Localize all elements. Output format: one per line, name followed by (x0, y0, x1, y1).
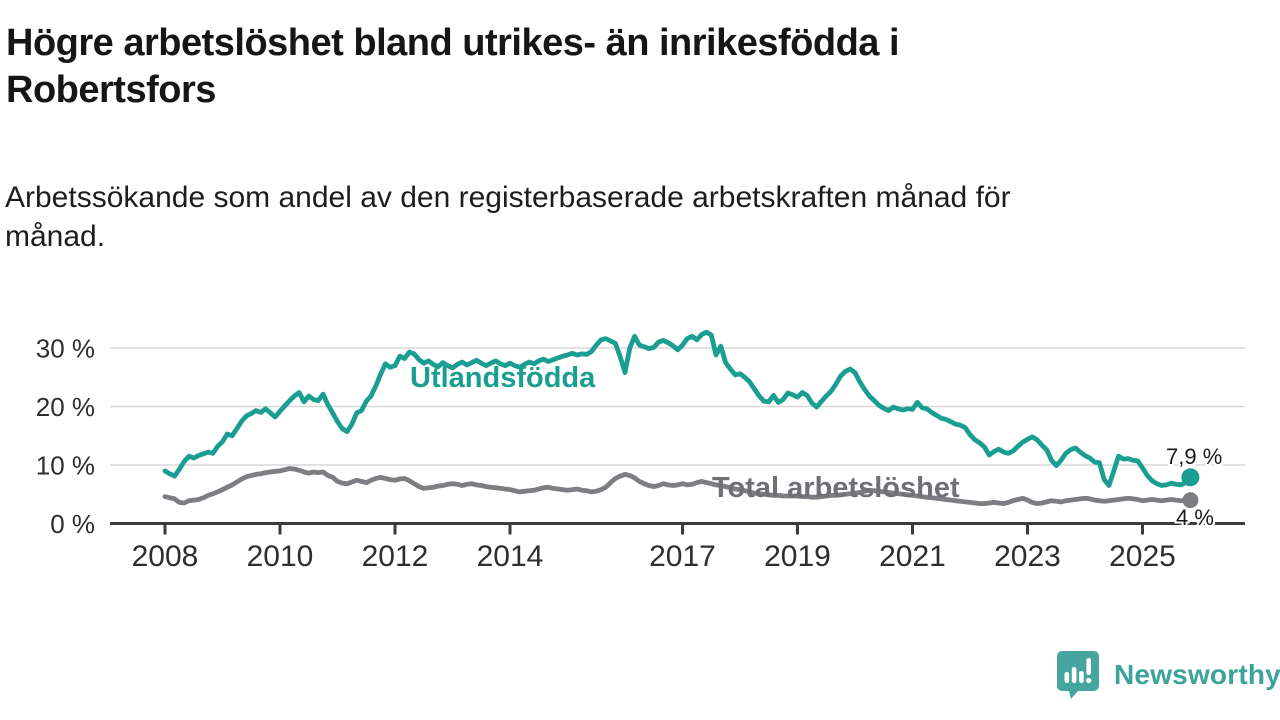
newsworthy-logo-icon (1056, 650, 1100, 700)
newsworthy-logo-text: Newsworthy (1114, 659, 1280, 690)
chart-subtitle: Arbetssökande som andel av den registerb… (5, 178, 1205, 256)
end-value-label-total: 4 % (1176, 505, 1214, 530)
x-tick-label: 2025 (1109, 540, 1176, 573)
x-tick-label: 2014 (477, 540, 544, 573)
y-tick-label: 20 % (36, 392, 95, 422)
x-tick-label: 2021 (879, 540, 946, 573)
newsworthy-logo[interactable]: Newsworthy (1056, 650, 1280, 700)
series-label-total-arbetsloshet: Total arbetslöshet (712, 472, 960, 504)
end-value-label-utlandsfodda: 7,9 % (1166, 444, 1223, 469)
series-label-utlandsfodda: Utlandsfödda (410, 362, 596, 394)
chart-subtitle-line2: månad. (5, 220, 106, 253)
series-line-utlandsf-dda (162, 329, 1193, 488)
end-dot-total-arbetsl-shet (1182, 492, 1199, 509)
end-dot-utlandsf-dda (1181, 468, 1200, 487)
series-line-total-arbetsl-shet (162, 466, 1193, 506)
page-title: Högre arbetslöshet bland utrikes- än inr… (6, 20, 1186, 114)
page-title-line2: Robertsfors (6, 69, 216, 111)
chart-subtitle-line1: Arbetssökande som andel av den registerb… (5, 181, 1011, 214)
x-tick-label: 2008 (132, 540, 199, 573)
x-tick-label: 2012 (362, 540, 429, 573)
x-tick-label: 2010 (247, 540, 314, 573)
x-tick-label: 2019 (764, 540, 831, 573)
x-tick-label: 2017 (649, 540, 716, 573)
x-tick-label: 2023 (994, 540, 1061, 573)
y-tick-label: 0 % (50, 509, 95, 539)
y-tick-label: 30 % (36, 334, 95, 364)
page-title-line1: Högre arbetslöshet bland utrikes- än inr… (6, 22, 900, 64)
y-tick-label: 10 % (36, 451, 95, 481)
